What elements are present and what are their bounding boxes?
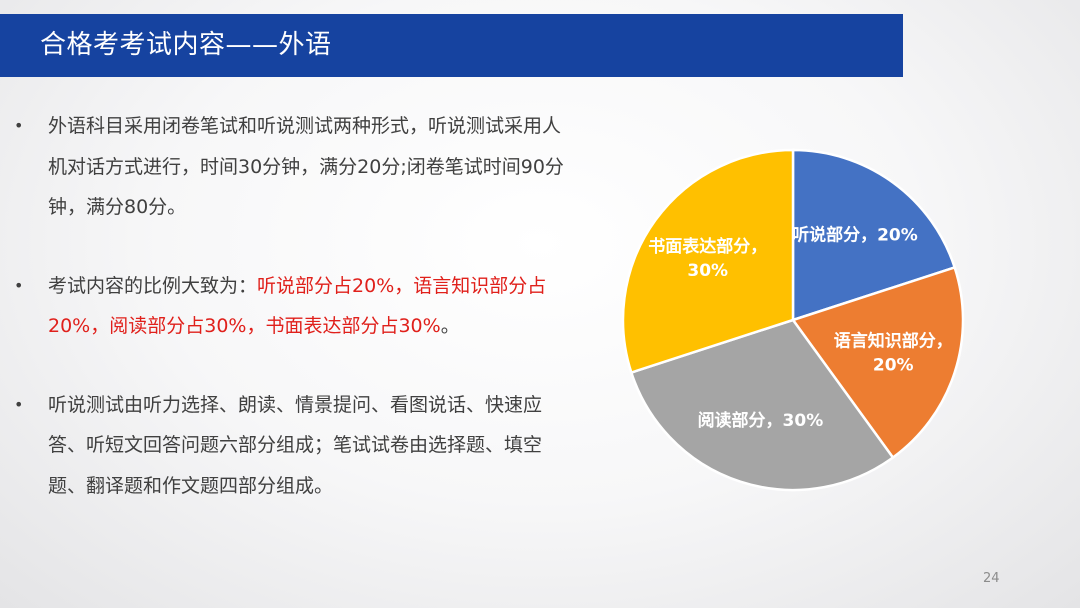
pie-slice-listening bbox=[791, 148, 957, 322]
pie-slice-language-knowledge bbox=[790, 265, 965, 460]
bullet-text: 听说测试由听力选择、朗读、情景提问、看图说话、快速应答、听短文回答问题六部分组成… bbox=[48, 393, 543, 497]
pie-label-reading: 阅读部分，30% bbox=[698, 410, 824, 431]
bullet-marker: • bbox=[14, 275, 24, 295]
pie-label-listening: 听说部分，20% bbox=[792, 225, 918, 246]
bullet-proportion: • 考试内容的比例大致为：听说部分占20%，语言知识部分占20%，阅读部分占30… bbox=[14, 266, 574, 347]
bullet-structure: • 听说测试由听力选择、朗读、情景提问、看图说话、快速应答、听短文回答问题六部分… bbox=[14, 385, 574, 507]
pie-slice-writing bbox=[621, 148, 795, 375]
pie-label-language-knowledge: 语言知识部分， 20% bbox=[834, 331, 953, 376]
page-number: 24 bbox=[983, 571, 1000, 586]
bullet-highlight-text: 听说部分占20%，语言知识部分占20%，阅读部分占30%，书面表达部分占30% bbox=[48, 274, 547, 338]
bullet-text: 外语科目采用闭卷笔试和听说测试两种形式，听说测试采用人机对话方式进行，时间30分… bbox=[48, 115, 564, 218]
pie-slice-reading bbox=[629, 318, 895, 492]
pie-chart: 听说部分，20% 语言知识部分， 20% 阅读部分，30% 书面表达部分， 30% bbox=[621, 148, 965, 492]
bullet-text: 考试内容的比例大致为： bbox=[48, 274, 258, 297]
title-bar: 合格考考试内容——外语 bbox=[0, 14, 903, 77]
slide-title: 合格考考试内容——外语 bbox=[40, 30, 332, 60]
bullet-marker: • bbox=[14, 394, 24, 414]
bullet-list: • 外语科目采用闭卷笔试和听说测试两种形式，听说测试采用人机对话方式进行，时间3… bbox=[14, 106, 574, 544]
bullet-format: • 外语科目采用闭卷笔试和听说测试两种形式，听说测试采用人机对话方式进行，时间3… bbox=[14, 106, 574, 228]
pie-label-writing: 书面表达部分， 30% bbox=[648, 236, 767, 281]
bullet-marker: • bbox=[14, 116, 24, 135]
bullet-text-end: 。 bbox=[440, 315, 460, 337]
